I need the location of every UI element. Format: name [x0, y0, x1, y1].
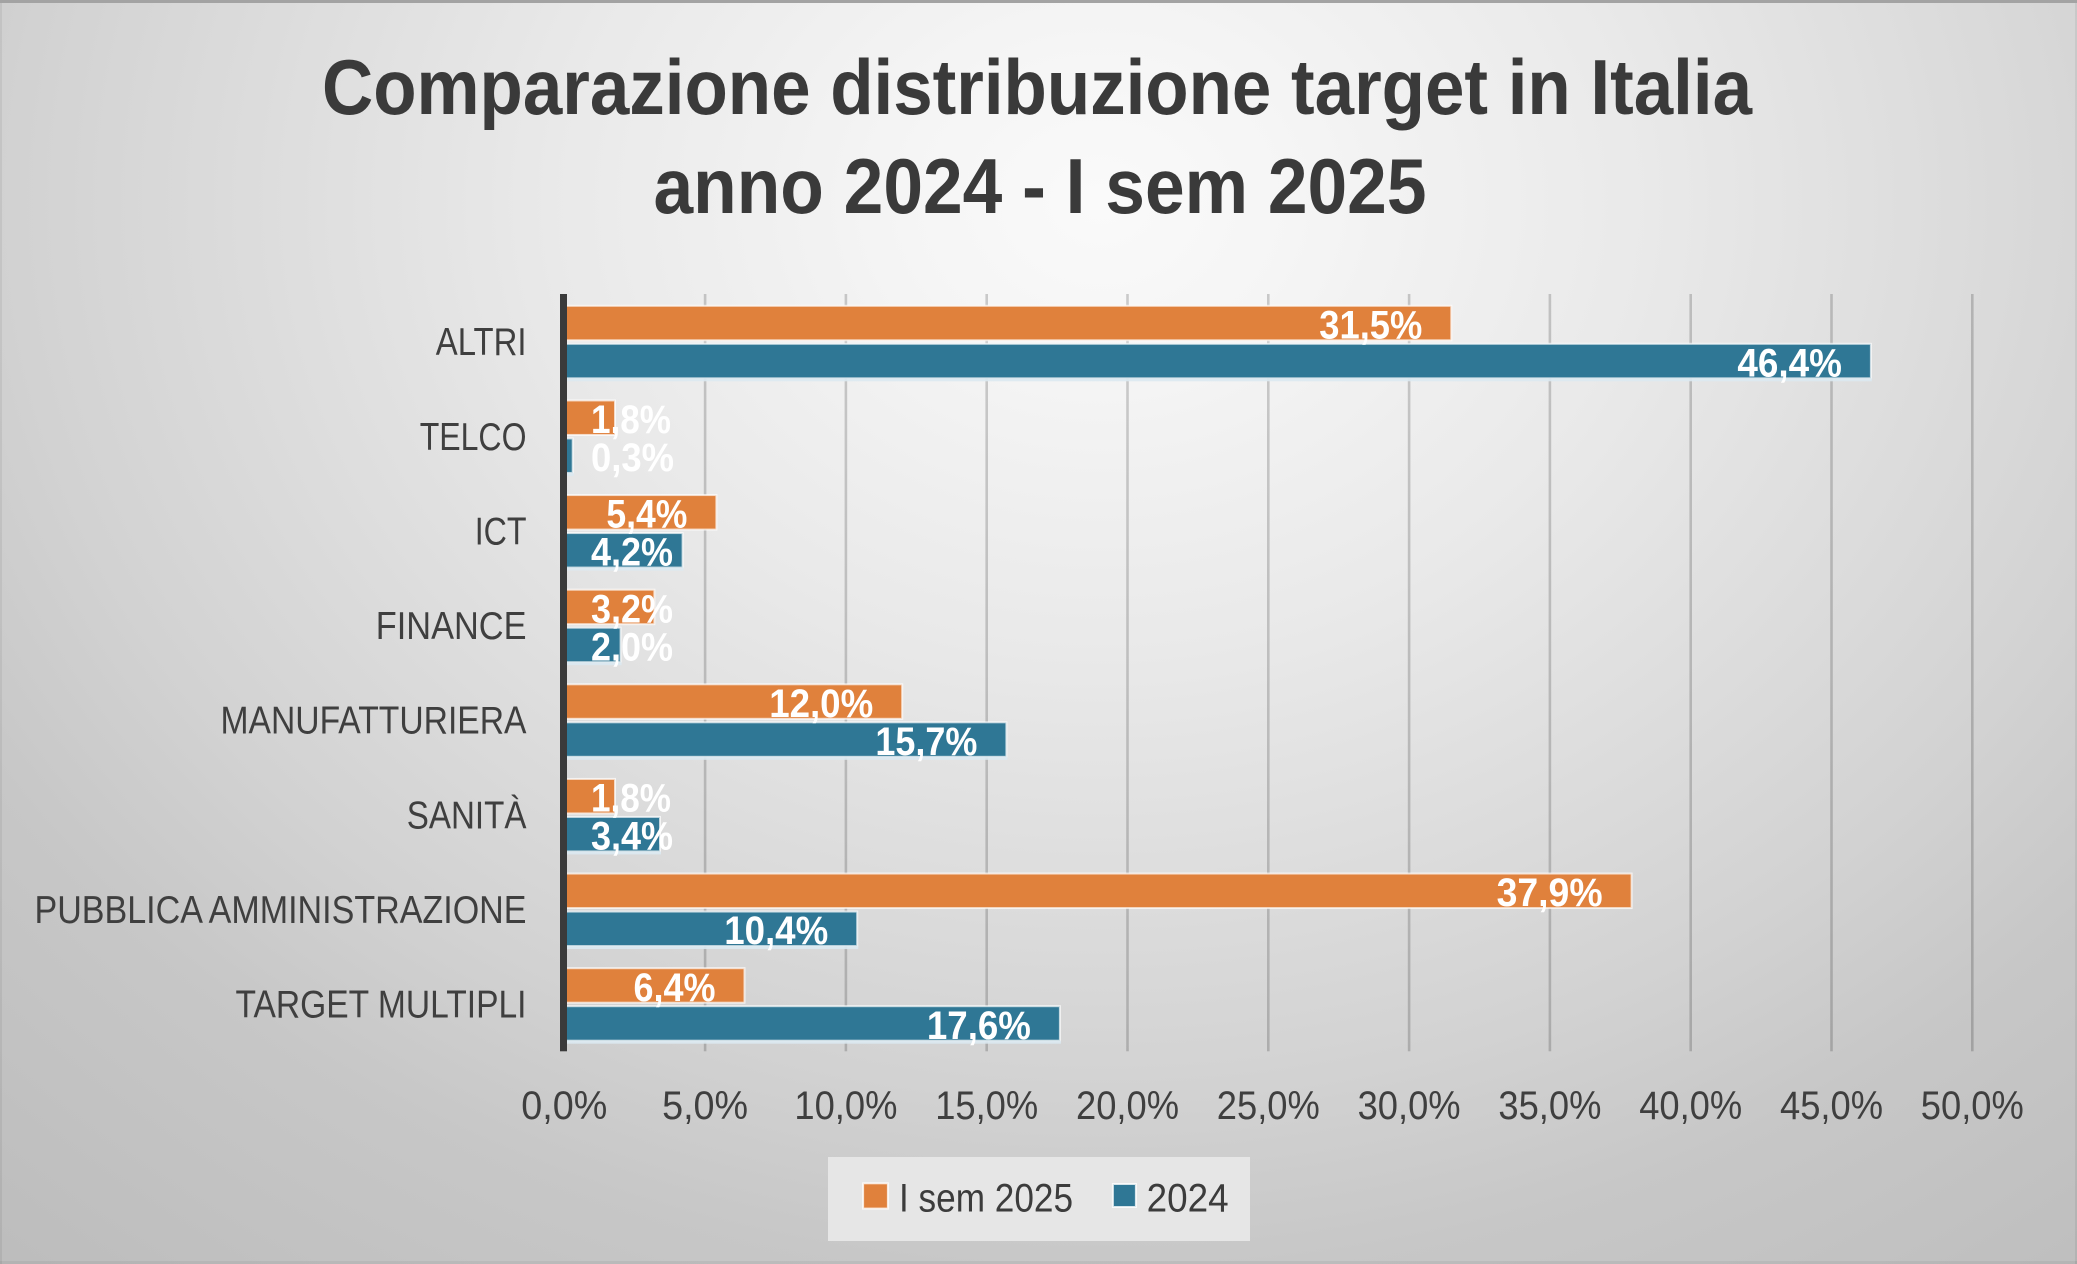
svg-text:46,4%: 46,4%	[1737, 342, 1842, 386]
svg-text:45,0%: 45,0%	[1780, 1084, 1883, 1128]
svg-text:1,8%: 1,8%	[591, 777, 671, 821]
svg-text:17,6%: 17,6%	[927, 1004, 1031, 1048]
svg-text:ICT: ICT	[475, 511, 527, 554]
svg-text:20,0%: 20,0%	[1076, 1084, 1179, 1128]
svg-text:15,7%: 15,7%	[875, 720, 977, 764]
svg-text:3,4%: 3,4%	[591, 815, 673, 859]
svg-text:ALTRI: ALTRI	[436, 321, 527, 364]
svg-text:50,0%: 50,0%	[1921, 1084, 2024, 1128]
svg-text:35,0%: 35,0%	[1498, 1084, 1601, 1128]
svg-text:Comparazione distribuzione tar: Comparazione distribuzione target in Ita…	[322, 43, 1753, 131]
svg-text:31,5%: 31,5%	[1319, 304, 1422, 348]
svg-text:6,4%: 6,4%	[634, 966, 716, 1010]
svg-text:2024: 2024	[1147, 1177, 1229, 1221]
svg-text:I sem 2025: I sem 2025	[899, 1177, 1073, 1221]
svg-text:5,4%: 5,4%	[606, 493, 687, 537]
svg-text:anno 2024 - I sem 2025: anno 2024 - I sem 2025	[654, 142, 1427, 230]
svg-text:10,0%: 10,0%	[794, 1084, 897, 1128]
svg-text:TARGET MULTIPLI: TARGET MULTIPLI	[236, 984, 527, 1027]
svg-text:0,0%: 0,0%	[521, 1084, 607, 1128]
svg-text:10,4%: 10,4%	[724, 909, 828, 953]
svg-text:12,0%: 12,0%	[769, 682, 873, 726]
svg-text:1,8%: 1,8%	[591, 398, 671, 442]
svg-text:PUBBLICA AMMINISTRAZIONE: PUBBLICA AMMINISTRAZIONE	[35, 889, 527, 932]
svg-text:0,3%: 0,3%	[591, 436, 674, 480]
svg-text:40,0%: 40,0%	[1639, 1084, 1742, 1128]
svg-text:3,2%: 3,2%	[591, 587, 673, 631]
svg-text:FINANCE: FINANCE	[376, 605, 527, 648]
svg-text:2,0%: 2,0%	[591, 625, 673, 669]
svg-text:25,0%: 25,0%	[1217, 1084, 1320, 1128]
svg-text:4,2%: 4,2%	[591, 531, 673, 575]
svg-text:MANUFATTURIERA: MANUFATTURIERA	[221, 700, 527, 743]
svg-text:15,0%: 15,0%	[935, 1084, 1038, 1128]
svg-text:30,0%: 30,0%	[1358, 1084, 1461, 1128]
svg-text:SANITÀ: SANITÀ	[407, 794, 527, 837]
svg-text:37,9%: 37,9%	[1497, 871, 1603, 915]
svg-text:TELCO: TELCO	[420, 416, 527, 459]
svg-text:5,0%: 5,0%	[662, 1084, 748, 1128]
